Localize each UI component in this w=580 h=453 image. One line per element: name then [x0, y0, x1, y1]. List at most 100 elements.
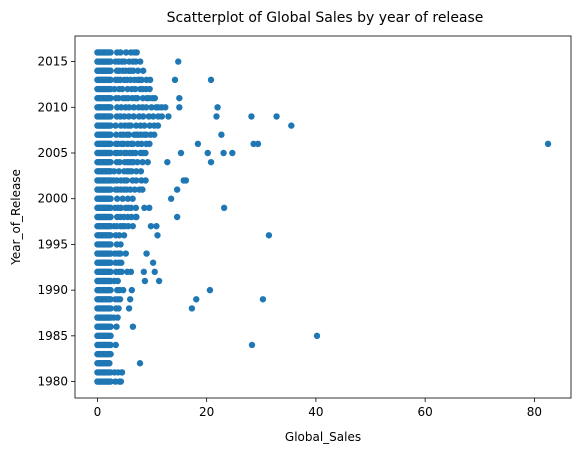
- y-tick-label: 1990: [37, 283, 68, 297]
- data-point: [134, 67, 142, 74]
- data-point: [133, 49, 140, 56]
- data-point: [116, 158, 123, 166]
- data-point-outlier: [229, 149, 236, 157]
- data-point: [112, 341, 119, 349]
- data-point-outlier: [193, 296, 200, 303]
- data-point: [107, 113, 114, 120]
- data-point: [107, 378, 114, 385]
- y-tick-label: 1995: [37, 237, 68, 251]
- data-point: [107, 204, 114, 212]
- data-point: [117, 49, 124, 56]
- data-point: [127, 186, 134, 193]
- data-point: [129, 195, 136, 202]
- data-point: [107, 350, 114, 358]
- data-point-outlier: [173, 186, 181, 193]
- data-point: [110, 168, 118, 175]
- data-point: [114, 277, 121, 285]
- data-point: [117, 241, 124, 248]
- y-tick-label: 2010: [37, 100, 68, 114]
- x-tick-label: 60: [418, 405, 433, 419]
- x-tick-label: 20: [199, 405, 214, 419]
- data-points: [94, 49, 552, 385]
- data-point-outlier: [171, 76, 179, 84]
- data-point-outlier: [250, 140, 257, 148]
- data-point: [134, 94, 141, 102]
- data-point: [138, 76, 145, 84]
- data-point: [125, 131, 133, 138]
- data-point: [132, 177, 140, 184]
- data-point-outlier: [117, 378, 125, 385]
- data-point: [146, 85, 153, 93]
- data-point: [129, 222, 136, 230]
- data-point: [115, 305, 122, 312]
- data-point: [127, 122, 134, 129]
- y-tick-label: 1985: [37, 329, 68, 343]
- data-point-outlier: [125, 305, 133, 312]
- data-point-outlier: [177, 149, 185, 157]
- x-tick-label: 0: [94, 405, 102, 419]
- data-point-outlier: [214, 104, 221, 111]
- y-axis: 1980 1985 1990 1995 2000 2005 2010 2015: [37, 55, 75, 389]
- data-point: [107, 241, 114, 248]
- data-point: [122, 49, 130, 56]
- data-point: [154, 122, 162, 129]
- plot-frame: [74, 35, 572, 399]
- data-point-outlier: [180, 177, 187, 184]
- data-point-outlier: [149, 259, 157, 266]
- data-point: [131, 186, 138, 193]
- data-point-outlier: [220, 204, 228, 212]
- data-point: [107, 259, 114, 266]
- data-point: [107, 149, 114, 157]
- data-point: [107, 268, 114, 276]
- data-point: [142, 149, 149, 157]
- data-point-outlier: [218, 131, 225, 138]
- data-point: [118, 259, 125, 266]
- data-point: [136, 58, 144, 65]
- data-point: [132, 149, 139, 157]
- data-point: [120, 286, 127, 294]
- x-tick-label: 80: [527, 405, 542, 419]
- data-point: [127, 268, 135, 276]
- data-point: [138, 140, 145, 148]
- data-point: [117, 250, 124, 257]
- chart-title: Scatterplot of Global Sales by year of r…: [167, 10, 484, 26]
- data-point: [107, 76, 114, 84]
- data-point-outlier: [164, 158, 171, 166]
- data-point: [125, 222, 132, 230]
- data-point: [139, 158, 146, 166]
- data-point: [129, 140, 137, 148]
- data-point: [115, 94, 122, 102]
- data-point-outlier: [151, 268, 158, 276]
- y-tick-label: 1980: [37, 375, 68, 389]
- data-point: [107, 305, 114, 312]
- data-point: [142, 177, 149, 184]
- data-point-outlier: [143, 250, 150, 257]
- data-point: [119, 85, 126, 93]
- data-point-outlier: [140, 268, 148, 276]
- data-point-outlier: [194, 140, 202, 148]
- data-point-outlier: [544, 140, 552, 148]
- data-point: [107, 58, 114, 65]
- data-point: [139, 186, 146, 193]
- data-point: [143, 104, 150, 111]
- data-point: [114, 195, 121, 202]
- data-point: [107, 158, 114, 166]
- data-point-outlier: [248, 113, 255, 120]
- data-point-outlier: [207, 158, 215, 166]
- data-point-outlier: [175, 58, 182, 65]
- data-point: [119, 195, 126, 202]
- data-point: [122, 250, 129, 257]
- data-point-outlier: [147, 222, 155, 230]
- data-point: [134, 158, 141, 166]
- data-point: [130, 113, 137, 120]
- data-point: [146, 122, 153, 129]
- data-point-outlier: [153, 222, 160, 230]
- data-point: [107, 213, 114, 221]
- data-point: [146, 76, 154, 84]
- data-point: [114, 314, 121, 321]
- data-point: [139, 67, 147, 74]
- data-point: [141, 122, 148, 129]
- data-point-outlier: [248, 341, 256, 349]
- data-point: [120, 232, 128, 239]
- data-point-outlier: [259, 296, 267, 303]
